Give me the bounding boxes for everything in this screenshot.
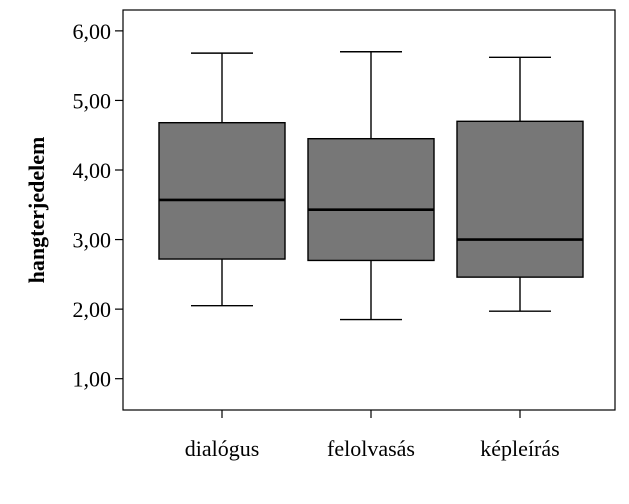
y-axis-title: hangterjedelem [24,137,49,284]
iqr-box [307,137,435,262]
box-1 [158,52,286,307]
y-tick-label: 5,00 [73,88,112,113]
x-category-label: dialógus [185,436,260,461]
iqr-box [158,121,286,260]
y-tick-label: 6,00 [73,19,112,44]
box-2 [307,51,435,321]
iqr-box [456,120,584,278]
y-tick-label: 4,00 [73,158,112,183]
y-tick-label: 2,00 [73,297,112,322]
x-category-label: felolvasás [327,436,415,461]
plot-frame [122,9,616,411]
y-tick-label: 3,00 [73,228,112,253]
y-tick-label: 1,00 [73,367,112,392]
x-category-label: képleírás [480,436,559,461]
box-3 [456,56,584,312]
